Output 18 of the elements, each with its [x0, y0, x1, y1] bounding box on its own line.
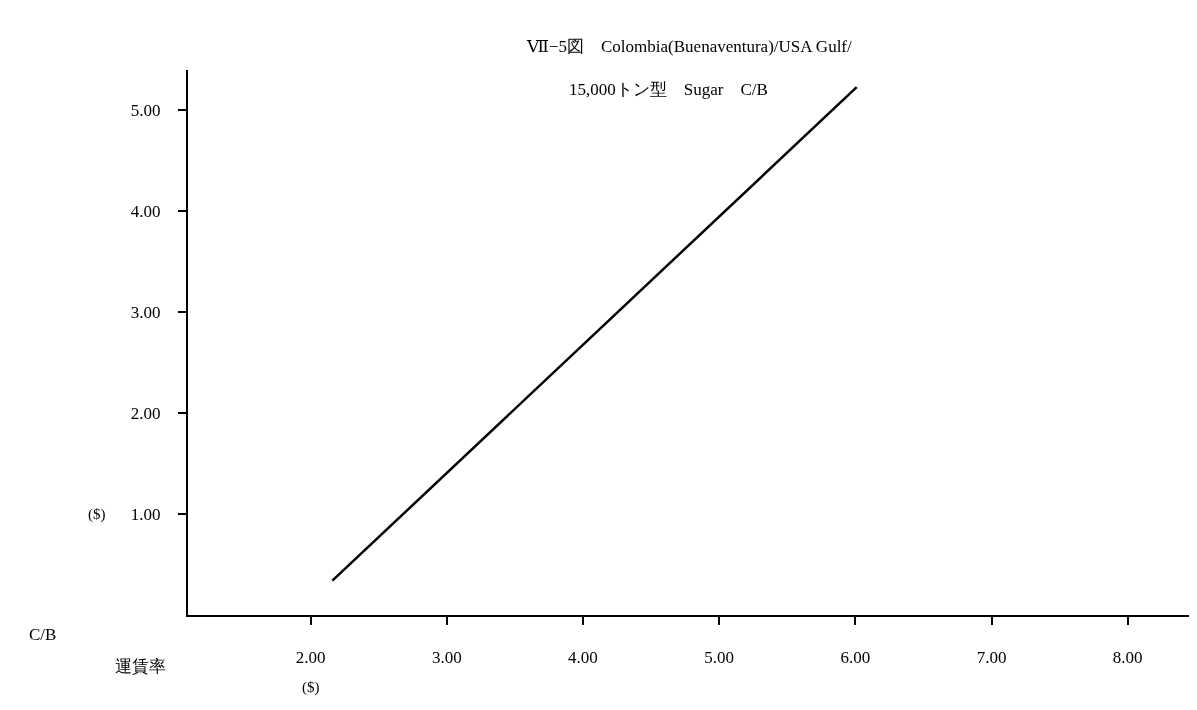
- y-tick-label: 4.00: [130, 202, 161, 222]
- x-tick-label: 7.00: [976, 648, 1007, 668]
- x-tick-label: 3.00: [431, 648, 462, 668]
- y-tick-label: 3.00: [130, 303, 161, 323]
- y-axis-title: ($): [88, 506, 106, 523]
- x-tick-label: 5.00: [704, 648, 735, 668]
- text: 運賃率: [115, 657, 166, 676]
- chart-title: Ⅶ−5図 Colombia(Buenaventura)/USA Gulf/: [526, 37, 853, 56]
- x-tick-label: 8.00: [1112, 648, 1143, 668]
- y-tick-label: 1.00: [130, 505, 161, 525]
- y-tick-label: 5.00: [130, 101, 161, 121]
- text: 15,000トン型 Sugar C/B: [569, 80, 768, 99]
- x-tick-label: 2.00: [295, 648, 326, 668]
- x-tick-label: 6.00: [840, 648, 871, 668]
- x-axis-title: ($): [302, 679, 320, 696]
- text: C/B: [29, 625, 57, 644]
- x-tick-label: 4.00: [568, 648, 598, 668]
- y-tick-label: 2.00: [130, 404, 161, 424]
